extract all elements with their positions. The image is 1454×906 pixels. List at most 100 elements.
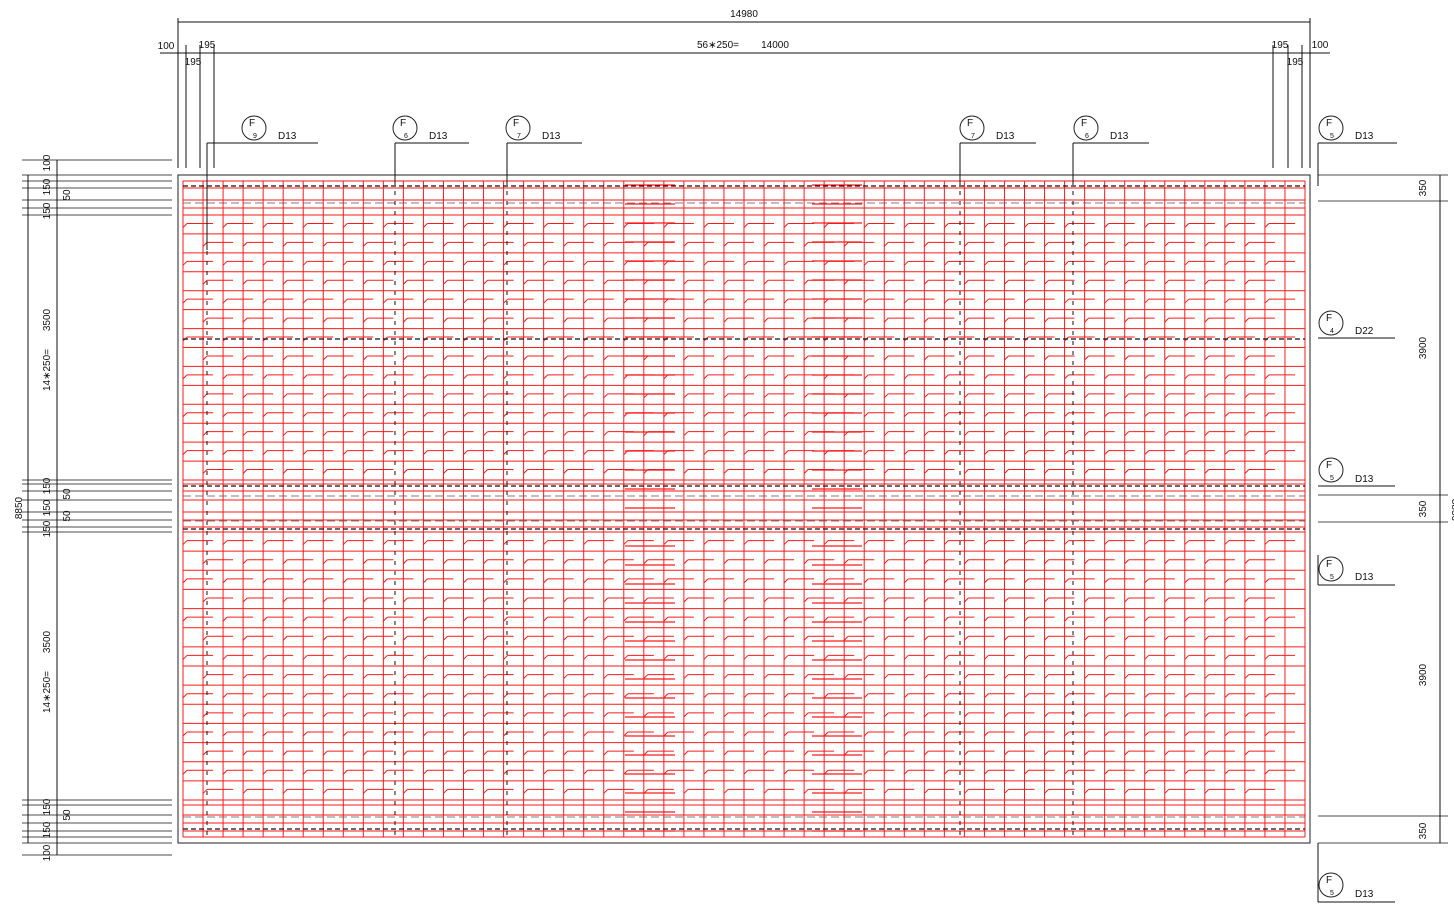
rebar-hook-mark	[763, 431, 769, 437]
tag-circle-icon	[1318, 457, 1344, 483]
rebar-hook-mark	[1024, 223, 1029, 228]
rebar-hook-mark	[362, 635, 368, 641]
rebar-hook-mark	[923, 789, 929, 794]
rebar-hook-mark	[282, 355, 288, 361]
rebar-hook-mark	[1084, 597, 1089, 603]
rebar-hook-mark	[362, 242, 368, 247]
rebar-hook-mark	[1244, 279, 1250, 285]
rebar-hook-mark	[863, 223, 869, 228]
rebar-hook-mark	[322, 559, 328, 565]
dim-left-h: 150	[42, 520, 53, 537]
rebar-hook-mark	[282, 635, 288, 641]
rebar-hook-mark	[663, 731, 669, 737]
rebar-hook-mark	[543, 693, 548, 699]
rebar-hook-mark	[823, 731, 829, 737]
rebar-hook-mark	[843, 712, 849, 718]
rebar-hook-mark	[403, 597, 408, 603]
rebar-hook-mark	[603, 597, 609, 603]
rebar-hook-mark	[1144, 693, 1150, 699]
dim-left-a: 150	[42, 178, 53, 195]
rebar-hook-mark	[683, 597, 689, 603]
rebar-hook-mark	[1124, 317, 1130, 323]
rebar-hook-mark	[423, 540, 428, 545]
tag-diameter: D13	[278, 131, 297, 142]
rebar-hook-mark	[1204, 355, 1210, 361]
rebar-hook-mark	[783, 578, 789, 584]
rebar-hook-mark	[683, 712, 689, 718]
rebar-hook-mark	[1184, 298, 1190, 304]
rebar-hook-mark	[423, 578, 428, 584]
rebar-hook-mark	[663, 693, 669, 699]
rebar-hook-mark	[1224, 450, 1230, 455]
rebar-hook-mark	[583, 655, 589, 660]
rebar-hook-mark	[723, 750, 729, 756]
rebar-hook-mark	[443, 750, 448, 756]
rebar-hook-mark	[222, 450, 228, 455]
rebar-hook-mark	[863, 412, 869, 418]
rebar-hook-mark	[903, 616, 909, 622]
rebar-marks	[182, 184, 1295, 832]
rebar-hook-mark	[683, 393, 689, 399]
tag-diameter: D13	[996, 131, 1015, 142]
rebar-hook-mark	[322, 597, 328, 603]
rebar-hook-mark	[903, 731, 909, 737]
rebar-hook-mark	[1144, 769, 1150, 775]
rebar-hook-mark	[342, 578, 348, 584]
rebar-hook-mark	[583, 769, 589, 775]
rebar-hook-mark	[683, 750, 689, 756]
rebar-hook-mark	[883, 431, 889, 437]
rebar-hook-mark	[803, 635, 809, 641]
rebar-hook-mark	[683, 469, 689, 474]
rebar-hook-mark	[763, 317, 769, 323]
rebar-hook-mark	[1104, 731, 1109, 737]
rebar-hook-mark	[1184, 655, 1190, 660]
rebar-hook-mark	[362, 559, 368, 565]
rebar-hook-mark	[1004, 597, 1009, 603]
rebar-hook-mark	[583, 616, 589, 622]
rebar-hook-mark	[923, 712, 929, 718]
rebar-hook-mark	[403, 674, 408, 679]
rebar-hook-mark	[1004, 674, 1009, 679]
rebar-hook-mark	[1224, 223, 1230, 228]
rebar-hook-mark	[1024, 260, 1029, 266]
rebar-hook-mark	[202, 469, 208, 474]
rebar-hook-mark	[663, 298, 669, 304]
rebar-hook-mark	[1164, 242, 1170, 247]
rebar-hook-mark	[242, 469, 248, 474]
rebar-hook-mark	[182, 298, 188, 304]
rebar-hook-mark	[242, 750, 248, 756]
rebar-hook-mark	[383, 616, 388, 622]
rebar-hook-mark	[483, 279, 488, 285]
rebar-hook-mark	[743, 731, 749, 737]
rebar-hook-mark	[543, 298, 548, 304]
rebar-hook-mark	[403, 317, 408, 323]
rebar-hook-mark	[1124, 469, 1130, 474]
rebar-hook-mark	[1244, 393, 1250, 399]
rebar-hook-mark	[883, 635, 889, 641]
dim-left-i: 150	[42, 798, 53, 815]
rebar-hook-mark	[923, 674, 929, 679]
rebar-hook-mark	[643, 242, 649, 247]
rebar-hook-mark	[843, 559, 849, 565]
rebar-hook-mark	[563, 559, 569, 565]
rebar-hook-mark	[1124, 242, 1130, 247]
rebar-hook-mark	[1244, 597, 1250, 603]
rebar-hook-mark	[1004, 279, 1009, 285]
rebar-hook-mark	[603, 674, 609, 679]
rebar-hook-mark	[523, 279, 528, 285]
rebar-hook-mark	[703, 616, 709, 622]
tag-letter: F	[400, 118, 406, 129]
rebar-hook-mark	[543, 616, 548, 622]
rebar-hook-mark	[543, 655, 548, 660]
rebar-hook-mark	[1064, 450, 1069, 455]
rebar-hook-mark	[1044, 355, 1049, 361]
tag-number: 5	[1330, 890, 1334, 897]
rebar-hook-mark	[923, 469, 929, 474]
rebar-hook-mark	[443, 242, 448, 247]
rebar-hook-mark	[683, 242, 689, 247]
rebar-hook-mark	[663, 223, 669, 228]
rebar-hook-mark	[383, 374, 388, 380]
rebar-hook-mark	[883, 242, 889, 247]
rebar-hook-mark	[563, 674, 569, 679]
tag-diameter: D13	[1355, 131, 1374, 142]
